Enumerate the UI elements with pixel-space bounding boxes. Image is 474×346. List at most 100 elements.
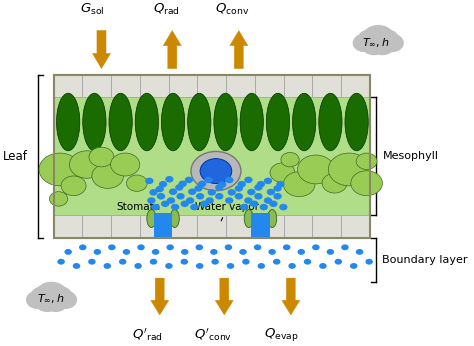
Bar xyxy=(54,75,370,238)
Ellipse shape xyxy=(135,93,158,151)
Circle shape xyxy=(185,177,193,183)
Circle shape xyxy=(150,259,157,265)
Circle shape xyxy=(335,259,342,265)
Bar xyxy=(140,215,169,238)
Circle shape xyxy=(169,189,177,195)
Circle shape xyxy=(159,181,167,188)
Circle shape xyxy=(194,185,202,192)
Circle shape xyxy=(225,244,232,250)
Bar xyxy=(140,75,169,98)
Text: Water vapor: Water vapor xyxy=(195,202,259,221)
Circle shape xyxy=(196,244,203,250)
Circle shape xyxy=(267,189,275,195)
Bar xyxy=(226,75,255,98)
Circle shape xyxy=(181,259,188,265)
Bar xyxy=(312,215,341,238)
Circle shape xyxy=(327,249,334,255)
Circle shape xyxy=(57,259,65,265)
Polygon shape xyxy=(163,30,182,69)
Circle shape xyxy=(319,263,327,269)
Circle shape xyxy=(119,259,127,265)
Circle shape xyxy=(149,189,158,195)
Text: $T_{\infty},h$: $T_{\infty},h$ xyxy=(37,293,64,306)
Circle shape xyxy=(260,204,268,210)
Circle shape xyxy=(36,282,67,307)
Bar xyxy=(341,215,370,238)
Circle shape xyxy=(269,201,278,207)
Circle shape xyxy=(254,193,263,200)
Circle shape xyxy=(244,177,253,183)
Circle shape xyxy=(237,181,246,188)
Ellipse shape xyxy=(83,93,106,151)
Circle shape xyxy=(134,263,142,269)
Bar xyxy=(251,213,270,225)
Circle shape xyxy=(171,204,179,210)
Circle shape xyxy=(374,30,399,49)
Ellipse shape xyxy=(170,210,179,228)
Circle shape xyxy=(127,175,147,191)
Bar xyxy=(255,75,283,98)
Circle shape xyxy=(176,193,185,200)
Circle shape xyxy=(225,197,233,204)
Circle shape xyxy=(298,249,305,255)
Circle shape xyxy=(264,197,272,204)
Circle shape xyxy=(254,184,263,191)
Circle shape xyxy=(161,201,169,207)
Circle shape xyxy=(242,259,250,265)
Circle shape xyxy=(108,244,116,250)
Ellipse shape xyxy=(244,210,254,228)
Circle shape xyxy=(167,197,175,204)
Circle shape xyxy=(351,171,383,195)
Circle shape xyxy=(31,286,56,306)
Circle shape xyxy=(273,193,282,200)
Circle shape xyxy=(49,192,68,206)
Bar xyxy=(82,215,111,238)
Circle shape xyxy=(312,244,319,250)
Circle shape xyxy=(188,189,196,195)
Text: $Q_{\rm rad}$: $Q_{\rm rad}$ xyxy=(153,2,180,17)
Bar xyxy=(54,75,370,238)
Bar xyxy=(197,215,226,238)
Circle shape xyxy=(244,197,253,204)
Circle shape xyxy=(200,201,209,207)
Bar xyxy=(283,75,312,98)
Ellipse shape xyxy=(345,93,368,151)
Circle shape xyxy=(382,35,403,52)
Bar xyxy=(111,75,140,98)
Circle shape xyxy=(273,259,281,265)
Circle shape xyxy=(362,36,386,55)
Circle shape xyxy=(152,249,159,255)
Circle shape xyxy=(39,153,81,186)
Text: $T_{\infty},h$: $T_{\infty},h$ xyxy=(362,36,389,48)
Circle shape xyxy=(69,151,104,178)
Bar xyxy=(82,75,111,98)
Circle shape xyxy=(350,263,357,269)
Text: $Q'_{\rm rad}$: $Q'_{\rm rad}$ xyxy=(132,327,163,343)
Circle shape xyxy=(210,249,218,255)
Circle shape xyxy=(228,189,236,195)
Circle shape xyxy=(155,186,164,192)
Circle shape xyxy=(257,263,265,269)
Polygon shape xyxy=(151,278,169,315)
Ellipse shape xyxy=(319,93,342,151)
Bar xyxy=(197,75,226,98)
Circle shape xyxy=(239,249,247,255)
Bar xyxy=(54,98,370,215)
Circle shape xyxy=(175,184,183,191)
Circle shape xyxy=(186,197,194,204)
Circle shape xyxy=(257,181,265,188)
Circle shape xyxy=(247,189,255,195)
Ellipse shape xyxy=(200,159,232,183)
Bar xyxy=(283,215,312,238)
Circle shape xyxy=(276,181,284,188)
Circle shape xyxy=(356,249,363,255)
Circle shape xyxy=(225,177,233,183)
Circle shape xyxy=(47,286,72,306)
Ellipse shape xyxy=(147,210,156,228)
Bar xyxy=(341,75,370,98)
Polygon shape xyxy=(215,278,233,315)
Circle shape xyxy=(110,153,140,176)
Circle shape xyxy=(165,176,173,183)
Circle shape xyxy=(165,263,173,269)
Circle shape xyxy=(88,259,96,265)
